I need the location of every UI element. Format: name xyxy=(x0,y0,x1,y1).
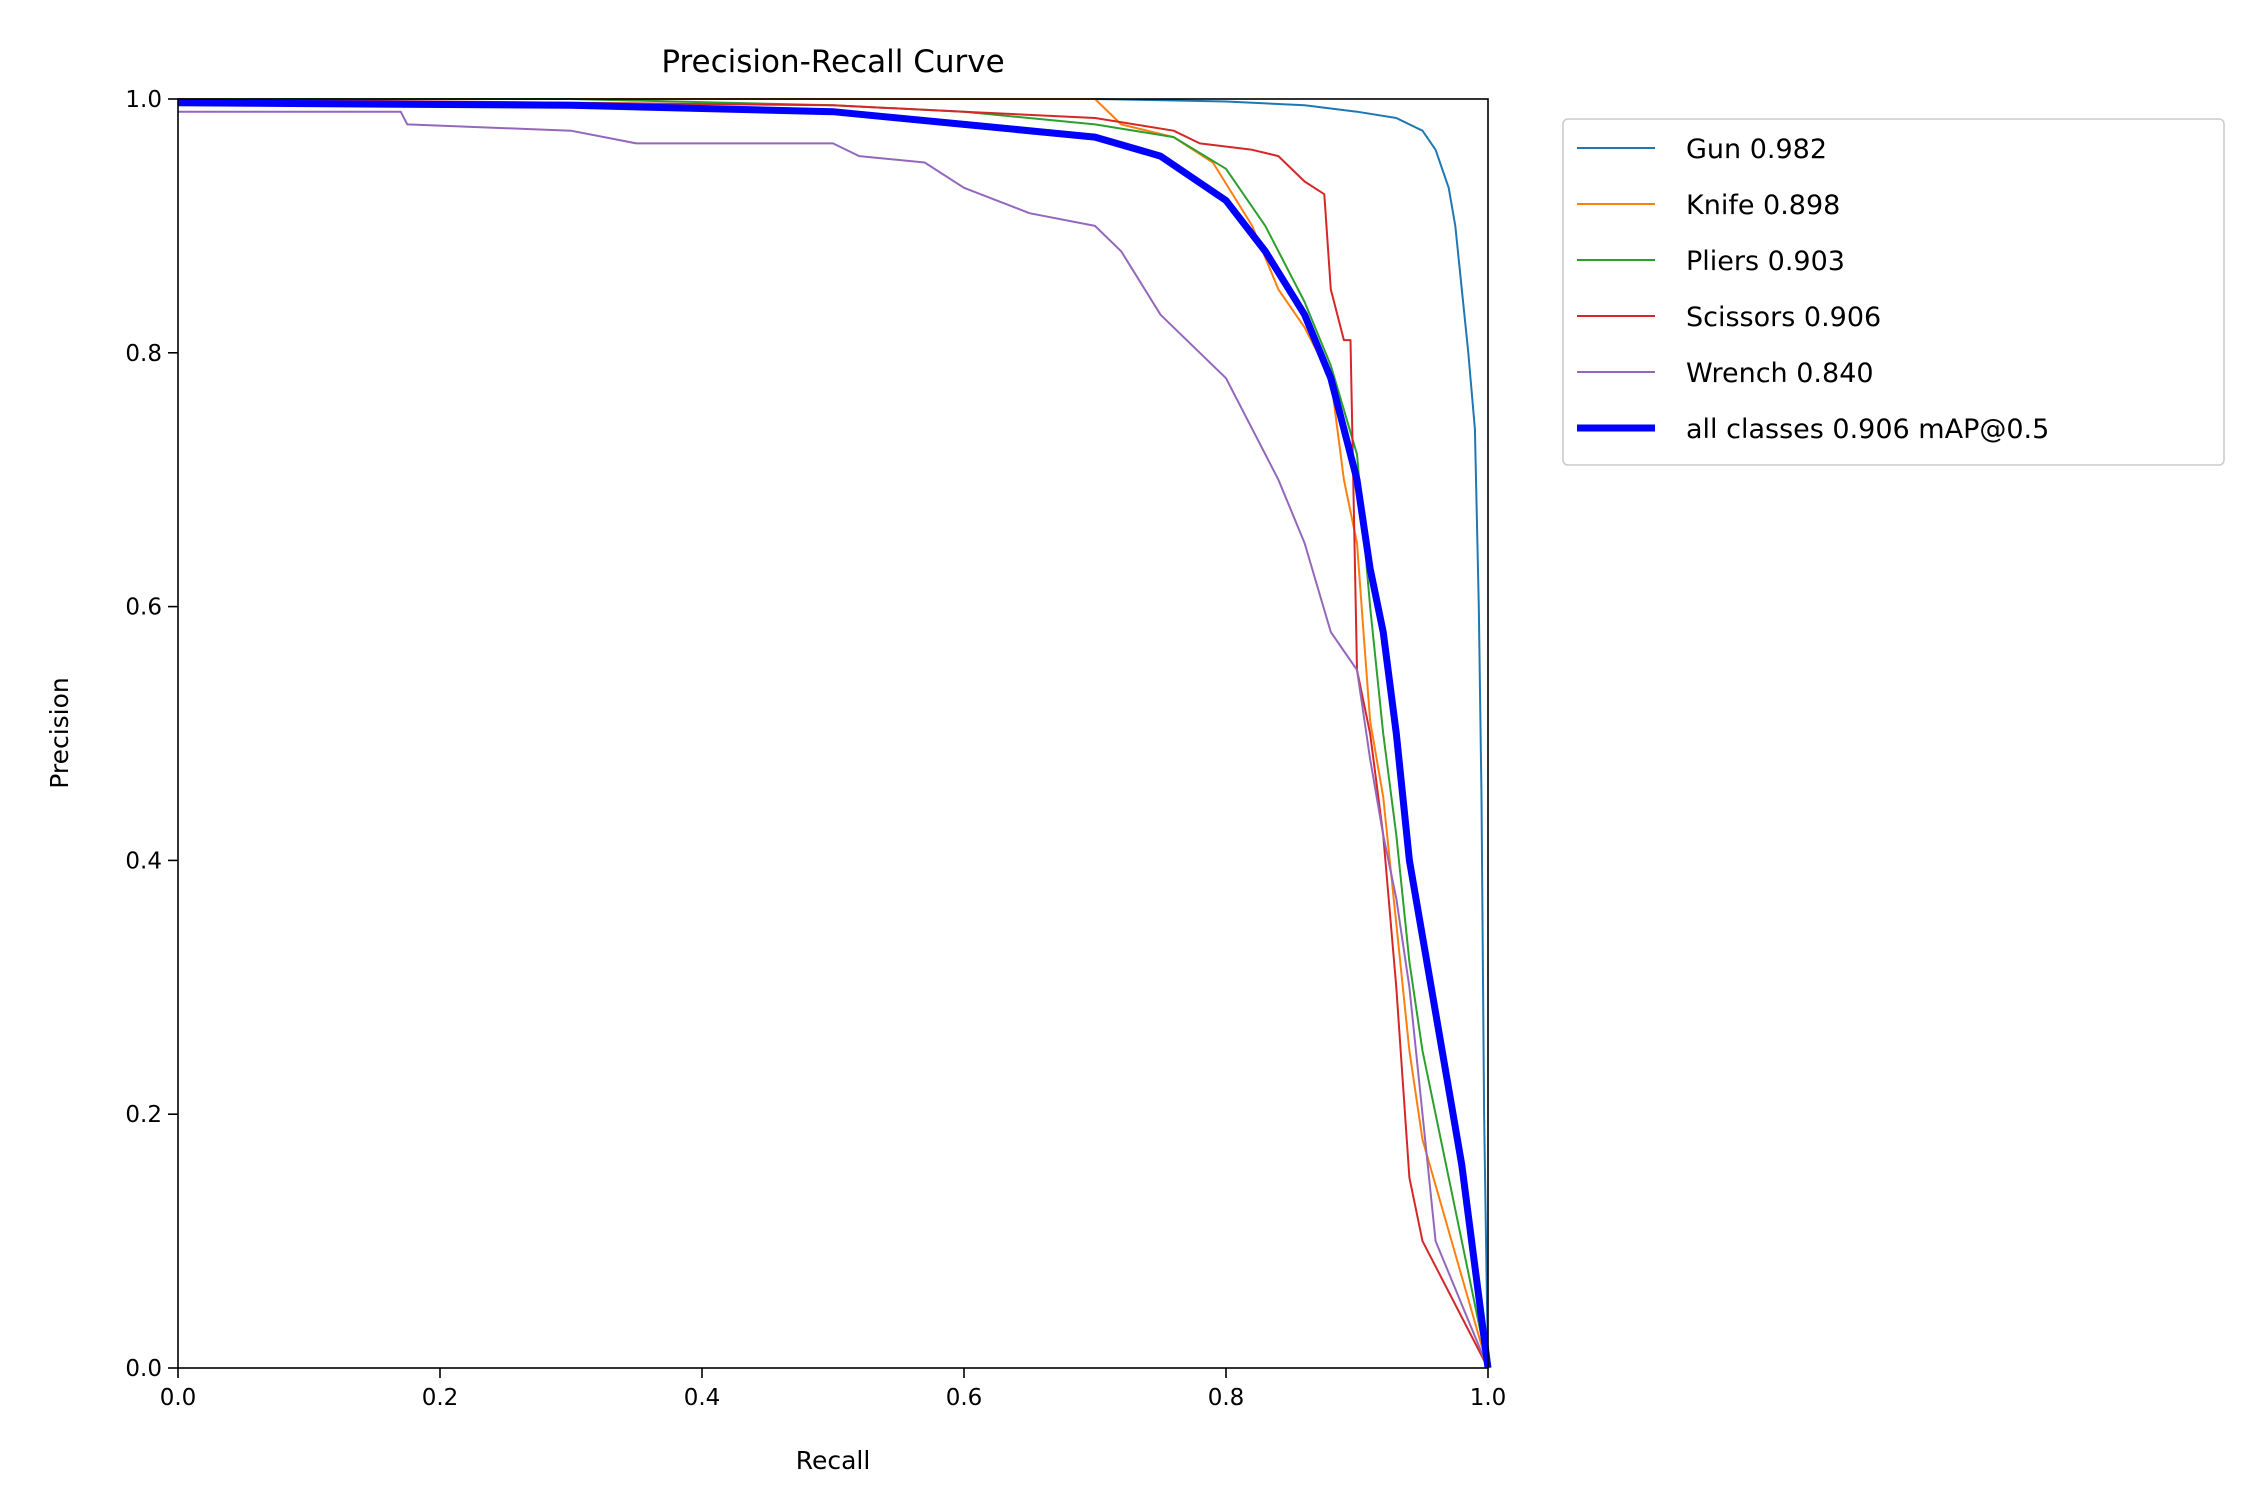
x-tick-label: 0.8 xyxy=(1208,1385,1245,1411)
series-line-0 xyxy=(178,98,1489,1369)
legend-label: all classes 0.906 mAP@0.5 xyxy=(1686,414,2049,445)
legend-box xyxy=(1562,118,2225,466)
legend-label: Pliers 0.903 xyxy=(1686,246,1845,277)
x-tick-label: 0.4 xyxy=(684,1385,721,1411)
x-tick-label: 0.6 xyxy=(946,1385,983,1411)
legend-label: Knife 0.898 xyxy=(1686,190,1840,221)
legend-label: Wrench 0.840 xyxy=(1686,358,1874,389)
y-ticks: 0.0 0.2 0.4 0.6 0.8 1.0 xyxy=(125,87,178,1382)
x-ticks: 0.0 0.2 0.4 0.6 0.8 1.0 xyxy=(160,1368,1507,1411)
series-line-4 xyxy=(178,110,1489,1369)
series-line-5 xyxy=(177,99,1492,1369)
y-tick-label: 0.8 xyxy=(125,341,162,367)
series-lines xyxy=(177,98,1492,1369)
y-tick-label: 1.0 xyxy=(125,87,162,113)
series-line-3 xyxy=(177,98,1489,1369)
y-axis-label: Precision xyxy=(45,677,74,789)
chart-title: Precision-Recall Curve xyxy=(661,44,1004,80)
y-tick-label: 0.6 xyxy=(125,595,162,621)
x-axis-label: Recall xyxy=(796,1446,871,1475)
x-tick-label: 0.2 xyxy=(422,1385,459,1411)
legend-label: Scissors 0.906 xyxy=(1686,302,1881,333)
plot-frame xyxy=(177,98,1489,1369)
legend-label: Gun 0.982 xyxy=(1686,134,1827,165)
y-tick-label: 0.0 xyxy=(125,1356,162,1382)
x-tick-label: 1.0 xyxy=(1470,1385,1507,1411)
y-tick-label: 0.2 xyxy=(125,1102,162,1128)
legend: Gun 0.982 Knife 0.898 Pliers 0.903 Scissors… xyxy=(1562,118,2225,466)
y-tick-label: 0.4 xyxy=(125,848,162,874)
x-tick-label: 0.0 xyxy=(160,1385,197,1411)
